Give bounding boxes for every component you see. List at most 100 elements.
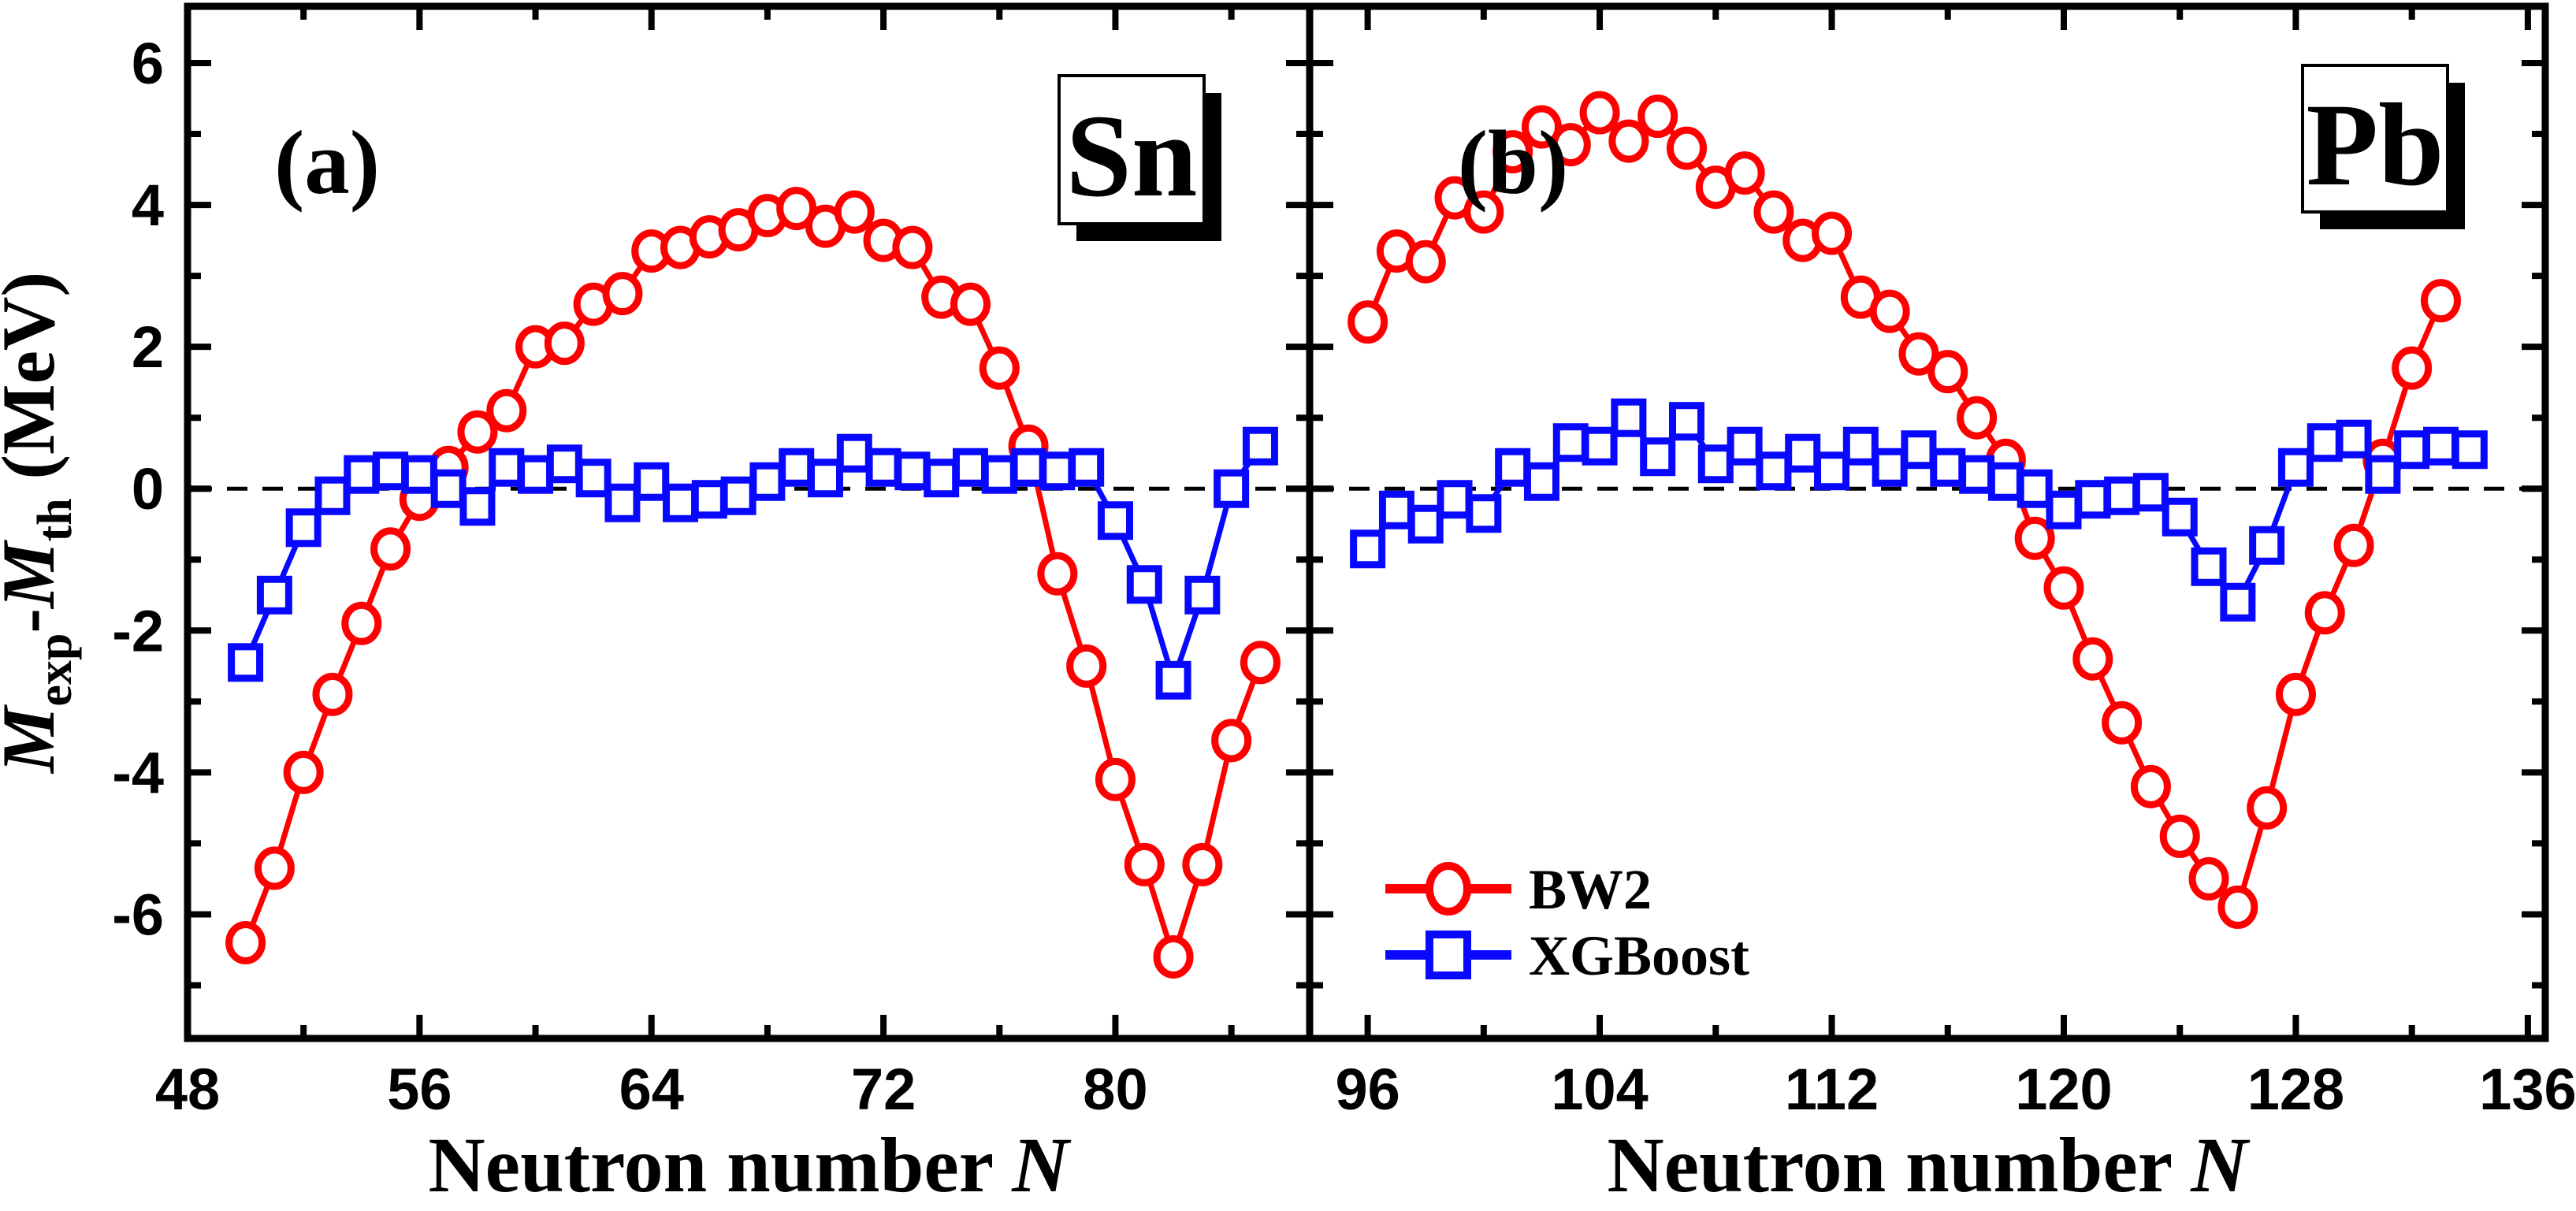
sn-box [1058,74,1206,225]
data-point-marker [370,527,411,571]
series-BW2-panel-a [225,187,1281,979]
x-tick-label-96: 96 [1335,1057,1400,1122]
data-point-marker [1495,448,1531,487]
data-point-marker [1466,494,1502,533]
data-point-marker [749,462,786,501]
data-point-marker [1987,462,2024,501]
y-tick-label--6: -6 [112,882,164,947]
y-title-sub-exp: exp [28,633,82,707]
data-point-marker [1959,455,1995,494]
data-point-marker [1097,501,1133,540]
axes-frames [184,2,2549,1042]
data-point-marker [2188,856,2229,901]
y-axis-title: Mexp-Mth (MeV) [0,272,82,775]
data-point-marker [1697,444,1734,484]
data-point-marker [401,455,437,494]
data-point-marker [489,448,525,487]
data-point-marker [1124,842,1165,886]
data-point-marker [2072,637,2113,681]
data-point-marker [808,459,844,498]
data-point-marker [691,480,727,519]
y-title-units: (MeV) [0,272,70,498]
data-point-marker [459,487,496,526]
data-series [225,91,2488,979]
series-BW2-panel-b [1347,91,2461,929]
data-point-marker [1753,190,1794,234]
data-point-marker [344,455,380,494]
data-point-marker [634,462,670,501]
data-point-marker [2422,426,2459,466]
data-point-marker [1214,469,1250,508]
data-point-marker [2043,566,2084,610]
legend-item-bw2: BW2 [1385,858,1652,921]
data-point-marker [836,433,872,473]
data-point-marker [1242,426,1278,466]
series-line-BW2 [243,206,1263,960]
legend-square-marker [1426,931,1471,979]
data-point-marker [952,448,988,487]
panel-b-tag: (b) [1458,113,1569,213]
data-point-marker [1407,504,1444,544]
data-point-marker [544,321,585,366]
data-point-marker [1037,552,1078,596]
data-point-marker [1666,126,1707,170]
data-point-marker [1405,240,1446,284]
y-tick-label-2: 2 [132,314,164,380]
data-point-marker [1611,398,1647,437]
data-point-marker [2220,582,2256,622]
data-point-marker [720,476,756,515]
x-tick-label-112: 112 [1785,1057,1879,1122]
data-point-marker [892,225,933,269]
y-tick-label-0: 0 [132,456,164,522]
x-tick-label-72: 72 [851,1057,916,1122]
data-point-marker [1552,423,1589,462]
y-tick-label--4: -4 [112,740,164,805]
element-box-Pb: Pb [2301,64,2465,229]
data-point-marker [2249,526,2285,565]
data-point-marker [2191,547,2227,586]
data-point-marker [1727,426,1763,466]
data-point-marker [1668,402,1704,441]
panel-a-tag: (a) [274,113,380,213]
data-point-marker [2217,885,2258,929]
data-point-marker [312,672,353,716]
data-point-marker [254,846,295,890]
x-tick-label-120: 120 [2015,1057,2112,1122]
data-point-marker [341,601,382,645]
data-point-marker [2275,672,2316,716]
data-point-marker [457,410,498,454]
data-point-marker [1869,289,1910,333]
data-point-marker [228,643,264,682]
data-point-marker [1095,757,1136,801]
legend-label-bw2: BW2 [1529,858,1652,921]
data-point-marker [1378,490,1414,529]
element-box-Sn: Sn [1058,74,1221,241]
data-point-marker [1437,480,1473,519]
data-point-marker [2075,480,2111,519]
data-point-marker [1901,430,1937,470]
data-point-marker [1010,448,1046,487]
panel-b-frame [1306,2,2549,1042]
x-axis-title-panel-b: Neutron number N [1607,1121,2251,1209]
legend-circle-marker [1426,862,1471,916]
data-point-marker [1463,190,1504,234]
data-point-marker [1492,130,1533,174]
data-point-marker [1957,396,1998,440]
data-point-marker [256,575,292,615]
data-point-marker [1350,529,1386,569]
data-point-marker [1184,575,1221,615]
data-point-marker [430,469,467,508]
data-point-marker [2130,764,2171,808]
data-point-marker [779,448,815,487]
data-point-marker [1211,719,1252,763]
data-point-marker [283,750,324,794]
data-point-marker [834,190,875,234]
y-title-sub-th: th [28,498,82,541]
y-title-dash: - [0,608,70,633]
y-tick-label-4: 4 [132,173,164,238]
series-XGBoost-panel-b [1350,398,2488,622]
data-point-marker [981,455,1017,494]
data-point-marker [2017,469,2053,508]
data-point-marker [1182,842,1223,886]
